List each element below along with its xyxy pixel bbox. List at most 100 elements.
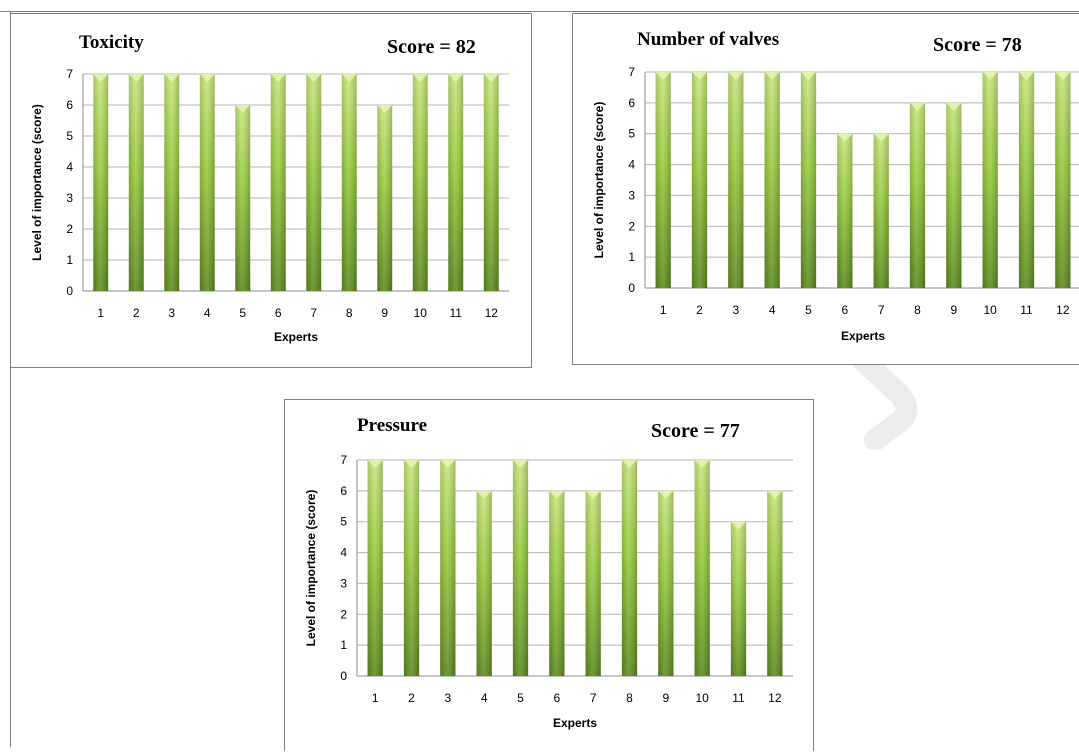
x-tick-label: 12 [485,306,499,320]
y-axis-label: Level of importance (score) [592,102,606,259]
bar-expert-7 [585,490,601,676]
chart-title: Pressure [357,415,428,436]
y-tick-label: 5 [340,515,347,529]
x-tick-label: 6 [553,691,560,705]
bar-expert-6 [837,133,853,288]
x-tick-label: 7 [590,691,597,705]
chart-toxicity: 0 1 2 3 4 5 6 7 1 2 3 4 5 6 7 8 9 10 11 12 Experts Level of i… [10,13,532,368]
y-tick-label: 6 [340,484,347,498]
x-tick-label: 3 [168,306,175,320]
bar-expert-2 [691,72,708,288]
y-tick-label: 3 [340,576,347,590]
y-tick-label: 3 [628,188,635,202]
x-tick-label: 1 [97,306,104,320]
bar-expert-7 [306,74,322,291]
bar-expert-6 [549,490,565,676]
x-tick-label: 10 [414,306,428,320]
x-tick-label: 10 [983,303,997,317]
bar-expert-7 [873,133,889,288]
bar-expert-4 [764,72,780,288]
bar-expert-8 [909,102,926,288]
bar-expert-10 [982,72,998,288]
x-tick-label: 2 [696,303,703,317]
page-frame-left [10,11,11,747]
bar-expert-1 [367,460,383,676]
y-tick-label: 6 [628,96,635,110]
x-tick-label: 12 [1056,303,1070,317]
bar-expert-11 [448,74,464,291]
chart-title: Number of valves [637,29,780,50]
bar-expert-3 [440,460,456,676]
x-axis-label: Experts [274,330,318,344]
y-tick-label: 4 [66,160,73,174]
y-tick-label: 7 [66,67,73,81]
bar-expert-12 [1055,72,1071,288]
bar-expert-5 [235,105,251,291]
x-tick-label: 12 [768,691,782,705]
bar-expert-4 [476,490,492,676]
y-tick-label: 2 [66,222,73,236]
x-tick-label: 3 [732,303,739,317]
x-tick-label: 9 [662,691,669,705]
x-axis-label: Experts [841,329,885,343]
x-tick-label: 9 [950,303,957,317]
x-tick-label: 2 [408,691,415,705]
y-tick-label: 0 [66,284,73,298]
bar-expert-6 [270,74,286,291]
chart-score: Score = 78 [933,34,1022,56]
bar-expert-5 [512,460,529,676]
y-tick-label: 7 [340,453,347,467]
x-tick-label: 8 [626,691,633,705]
x-tick-label: 6 [275,306,282,320]
bar-expert-9 [377,105,393,291]
chart-number-of-valves: 0 1 2 3 4 5 6 7 1 2 3 4 5 6 7 8 9 10 11 12 Experts Level of i… [572,13,1079,365]
y-tick-label: 0 [340,669,347,683]
bar-expert-3 [728,72,744,288]
bar-expert-9 [658,490,674,676]
y-tick-label: 2 [628,219,635,233]
bar-expert-4 [199,74,215,291]
bar-expert-8 [621,460,638,676]
page-frame-top [0,11,1079,12]
bar-expert-2 [128,74,144,291]
x-tick-label: 11 [450,306,463,320]
bar-expert-3 [164,74,180,291]
y-axis-label: Level of importance (score) [304,490,318,647]
x-tick-label: 11 [732,691,745,705]
bar-expert-9 [946,102,962,288]
y-tick-label: 7 [628,65,635,79]
y-tick-label: 1 [66,253,73,267]
bar-expert-8 [341,74,357,291]
x-tick-label: 1 [372,691,379,705]
bar-expert-1 [655,72,671,288]
x-tick-label: 10 [695,691,709,705]
x-tick-label: 4 [769,303,776,317]
x-tick-label: 7 [878,303,885,317]
y-tick-label: 3 [66,191,73,205]
bar-expert-1 [93,74,109,291]
x-axis-label: Experts [553,716,597,730]
x-tick-label: 11 [1020,303,1033,317]
chart-score: Score = 82 [387,36,476,58]
y-tick-label: 4 [628,158,635,172]
y-tick-label: 4 [340,546,347,560]
x-tick-label: 3 [444,691,451,705]
x-tick-label: 8 [914,303,921,317]
y-axis-label: Level of importance (score) [30,104,44,261]
bar-expert-11 [730,521,747,676]
x-tick-label: 6 [841,303,848,317]
y-tick-label: 1 [628,250,635,264]
x-tick-label: 5 [517,691,524,705]
chart-pressure: 0 1 2 3 4 5 6 7 1 2 3 4 5 6 7 8 9 10 11 12 Experts Level of i… [284,399,814,751]
y-tick-label: 6 [66,98,73,112]
x-tick-label: 2 [133,306,140,320]
x-tick-label: 5 [239,306,246,320]
bar-expert-11 [1018,72,1035,288]
x-tick-label: 7 [310,306,317,320]
y-tick-label: 0 [628,281,635,295]
bar-expert-5 [800,72,817,288]
x-tick-label: 5 [805,303,812,317]
y-tick-label: 2 [340,607,347,621]
